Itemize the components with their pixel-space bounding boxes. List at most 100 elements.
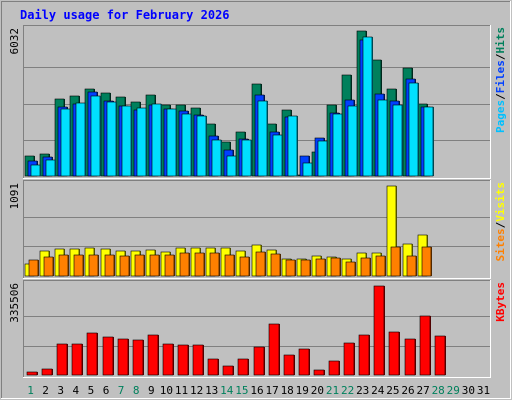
bar xyxy=(237,358,249,376)
bar xyxy=(196,115,207,177)
bar xyxy=(58,254,69,277)
legend-entry: Files xyxy=(494,60,507,93)
bar xyxy=(272,134,283,177)
bar xyxy=(211,139,222,177)
legend-entry: Sites xyxy=(494,228,507,261)
bar xyxy=(117,338,129,376)
bar xyxy=(119,255,130,277)
bar xyxy=(209,252,220,277)
bar xyxy=(73,254,84,277)
bar xyxy=(345,261,356,277)
bar xyxy=(177,344,189,376)
bar xyxy=(360,257,371,277)
bar xyxy=(375,255,386,277)
bar xyxy=(302,162,313,177)
bar xyxy=(181,113,192,177)
bar xyxy=(90,95,101,177)
day-label: 19 xyxy=(296,384,309,397)
legend-entry: Visits xyxy=(494,182,507,222)
day-label: 23 xyxy=(356,384,369,397)
day-label: 5 xyxy=(88,384,95,397)
bar xyxy=(287,115,298,177)
bar xyxy=(106,101,117,177)
bar xyxy=(132,339,144,376)
bar xyxy=(71,343,83,376)
series-kbytes xyxy=(26,285,446,376)
day-label: 24 xyxy=(371,384,385,397)
legend-entry: Hits xyxy=(494,27,507,54)
bar xyxy=(423,106,434,177)
bar xyxy=(45,159,56,177)
bar xyxy=(134,254,145,277)
bar xyxy=(392,104,403,177)
bar xyxy=(26,371,38,376)
y-max-label: 6032 xyxy=(8,28,21,55)
bar xyxy=(300,259,311,277)
bar xyxy=(43,256,54,277)
bar xyxy=(434,335,446,376)
bar xyxy=(283,354,295,376)
bar xyxy=(28,259,39,277)
bar xyxy=(75,102,86,177)
legend-entry: / xyxy=(494,53,507,60)
bar xyxy=(151,103,162,177)
bar xyxy=(315,258,326,277)
y-max-label: 335506 xyxy=(8,283,21,323)
day-label: 14 xyxy=(220,384,234,397)
bar xyxy=(41,368,53,376)
bar xyxy=(257,100,268,177)
day-label: 20 xyxy=(311,384,324,397)
bar xyxy=(332,113,343,177)
day-label: 4 xyxy=(72,384,79,397)
bar xyxy=(358,334,370,376)
legend-entry: KBytes xyxy=(494,282,507,322)
day-label: 1 xyxy=(27,384,34,397)
bar xyxy=(377,99,388,177)
y-max-label: 1091 xyxy=(8,183,21,210)
day-label: 12 xyxy=(190,384,203,397)
bar xyxy=(285,259,296,277)
day-label: 7 xyxy=(118,384,125,397)
day-label: 25 xyxy=(386,384,399,397)
bar xyxy=(207,358,219,376)
bar xyxy=(419,315,431,376)
bar xyxy=(270,253,281,277)
day-label: 16 xyxy=(250,384,263,397)
bar xyxy=(166,108,177,177)
bar xyxy=(60,108,71,177)
bar xyxy=(224,254,235,277)
day-label: 26 xyxy=(401,384,414,397)
bar xyxy=(164,254,175,277)
bar xyxy=(390,246,401,277)
day-label: 15 xyxy=(235,384,248,397)
day-label: 17 xyxy=(265,384,278,397)
day-label: 10 xyxy=(160,384,173,397)
bar xyxy=(147,334,159,376)
bar xyxy=(30,164,41,177)
bar xyxy=(362,36,373,177)
bar xyxy=(104,254,115,277)
legend-kbytes: KBytes xyxy=(494,282,507,322)
day-label: 11 xyxy=(175,384,188,397)
bar xyxy=(239,256,250,277)
day-label: 9 xyxy=(148,384,155,397)
day-label: 13 xyxy=(205,384,218,397)
bar xyxy=(192,344,204,376)
day-label: 21 xyxy=(326,384,339,397)
bar xyxy=(268,323,280,376)
bar xyxy=(408,82,419,177)
bar xyxy=(373,285,385,376)
bar xyxy=(347,105,358,177)
panel-kbytes: 335506 KBytes xyxy=(8,280,507,378)
legend-entry: / xyxy=(494,221,507,228)
bar xyxy=(406,255,417,277)
bar xyxy=(241,139,252,177)
day-label: 8 xyxy=(133,384,140,397)
bar xyxy=(136,107,147,177)
bar xyxy=(317,140,328,177)
series-pages xyxy=(30,36,434,177)
bar xyxy=(56,343,68,376)
day-label: 27 xyxy=(416,384,429,397)
